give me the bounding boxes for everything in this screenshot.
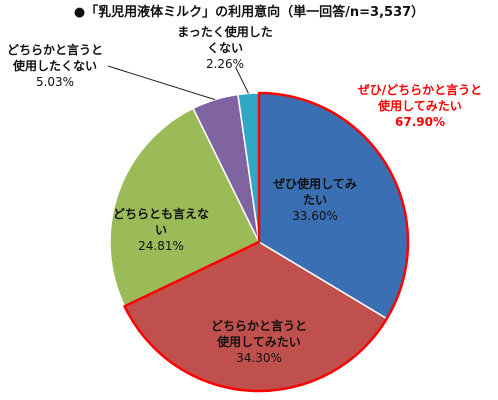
combined-annotation: ぜひ/どちらかと言うと 使用してみたい 67.90% bbox=[345, 82, 495, 130]
slice-label-3-line-2: 使用したくない bbox=[12, 59, 97, 73]
slice-label-1-line-2: 使用してみたい bbox=[217, 335, 301, 349]
slice-value-4: 2.26% bbox=[205, 57, 245, 71]
slice-label-4-line-2: くない bbox=[206, 41, 243, 55]
slice-value-0: 33.60% bbox=[292, 209, 338, 223]
slice-label-4: まったく使用した くない 2.26% bbox=[160, 24, 290, 72]
slice-label-2-line-1: どちらとも言えな bbox=[112, 207, 209, 221]
combined-annotation-value: 67.90% bbox=[395, 115, 445, 129]
slice-label-3-line-1: どちらかと言うと bbox=[6, 43, 103, 57]
slice-value-3: 5.03% bbox=[35, 75, 75, 89]
slice-label-1-line-1: どちらかと言うと bbox=[210, 319, 307, 333]
combined-annotation-line-1: ぜひ/どちらかと言うと bbox=[357, 83, 483, 97]
slice-label-4-line-1: まったく使用した bbox=[177, 25, 273, 39]
slice-label-2-line-2: い bbox=[154, 223, 167, 237]
slice-value-2: 24.81% bbox=[138, 239, 184, 253]
slice-label-3: どちらかと言うと 使用したくない 5.03% bbox=[0, 42, 110, 90]
chart-title: ●「乳児用液体ミルク」の利用意向（単一回答/n=3,537） bbox=[73, 5, 425, 20]
pie-slice-2 bbox=[109, 107, 261, 308]
combined-outline bbox=[123, 91, 410, 393]
combined-annotation-line-2: 使用してみたい bbox=[378, 99, 462, 113]
slice-label-0: ぜひ使用してみ たい 33.60% bbox=[255, 176, 375, 224]
slice-label-2: どちらとも言えな い 24.81% bbox=[96, 206, 226, 254]
slice-label-1: どちらかと言うと 使用してみたい 34.30% bbox=[184, 318, 334, 366]
leader-line-3 bbox=[107, 65, 216, 101]
leader-line-4 bbox=[235, 67, 249, 94]
slice-label-0-line-2: たい bbox=[302, 193, 327, 207]
slice-label-0-line-1: ぜひ使用してみ bbox=[273, 177, 357, 191]
slice-value-1: 34.30% bbox=[236, 351, 282, 365]
